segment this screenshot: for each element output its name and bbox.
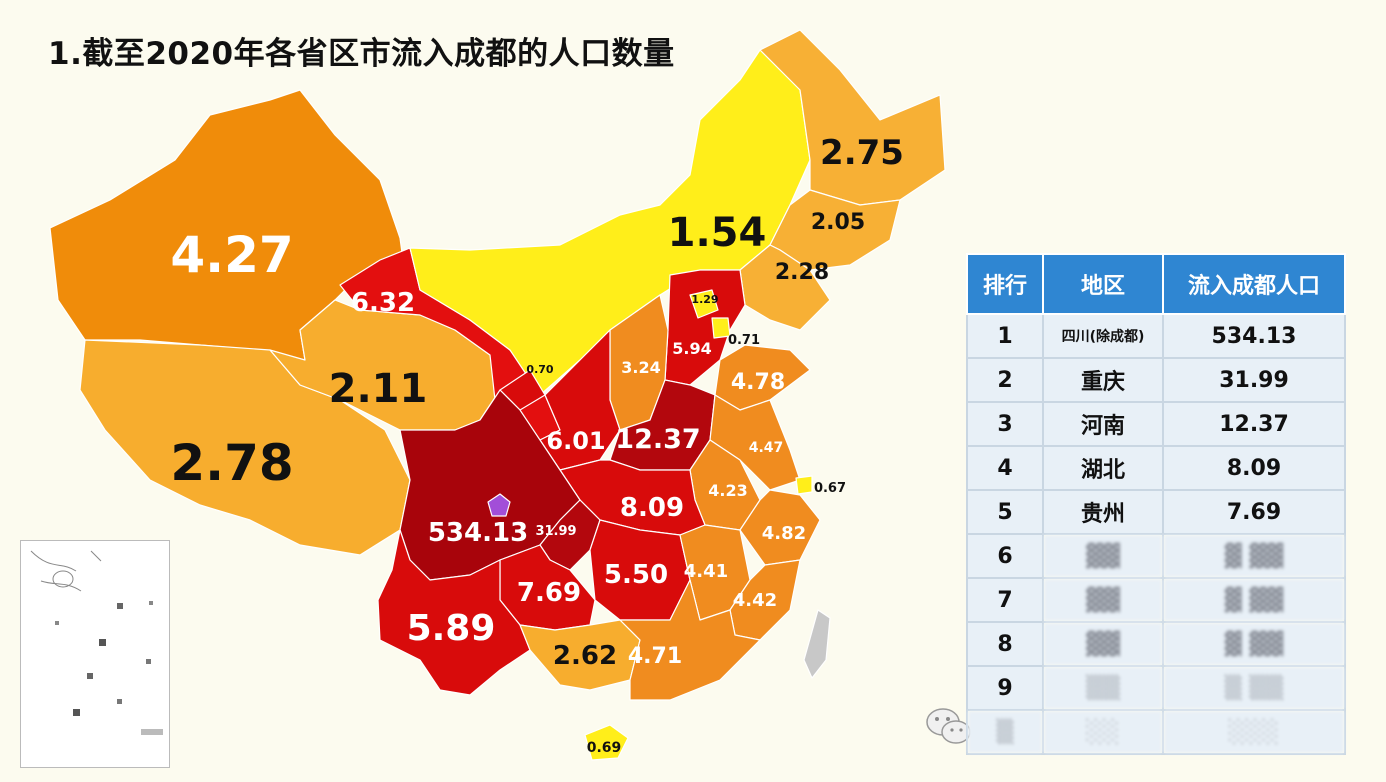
row-value: 12.37 [1162,401,1346,447]
row-rank: 5 [966,489,1044,535]
row-region-obscured: ▓▓ [1042,577,1164,623]
label-guizhou: 7.69 [517,578,581,608]
row-value-obscured: ▓ ▓▓ [1162,621,1346,667]
label-liaoning: 2.28 [775,260,829,285]
row-rank-obscured: ▒ [966,709,1044,755]
label-chongqing: 31.99 [535,524,576,539]
label-xinjiang: 4.27 [170,226,293,284]
label-shanxi: 3.24 [621,358,660,377]
row-value-obscured: ▒ ▒▒ [1162,665,1346,711]
label-shandong: 4.78 [731,370,785,395]
page-title: 1.截至2020年各省区市流入成都的人口数量 [48,36,675,72]
row-value-obscured: ░░░ [1162,709,1346,755]
label-jilin: 2.05 [811,210,865,235]
label-hainan: 0.69 [587,740,622,756]
row-region: 重庆 [1042,357,1164,403]
region-taiwan [803,609,831,679]
row-rank: 1 [966,313,1044,359]
table-row: 2 重庆 31.99 [966,357,1346,403]
row-value: 7.69 [1162,489,1346,535]
row-rank: 2 [966,357,1044,403]
row-region-obscured: ░░ [1042,709,1164,755]
label-hebei: 5.94 [672,339,711,358]
row-rank: 4 [966,445,1044,491]
table-row: ▒ ░░ ░░░ [966,709,1346,755]
label-fujian: 4.42 [733,590,777,611]
row-region: 贵州 [1042,489,1164,535]
row-rank: 6 [966,533,1044,579]
region-beijing [689,289,719,319]
row-region-obscured: ▒▒ [1042,665,1164,711]
wechat-icon [926,708,971,744]
table-row: 6 ▓▓ ▓ ▓▓ [966,533,1346,579]
label-hunan: 5.50 [604,560,668,590]
table-row: 8 ▓▓ ▓ ▓▓ [966,621,1346,667]
label-heilongjiang: 2.75 [820,133,904,173]
row-region: 湖北 [1042,445,1164,491]
region-tianjin [711,317,731,339]
label-yunnan: 5.89 [407,608,496,649]
row-region-obscured: ▓▓ [1042,621,1164,667]
label-tianjin: 0.71 [728,333,760,348]
region-shanghai [795,475,813,495]
region-guangdong [619,579,761,701]
label-henan: 12.37 [615,424,700,455]
label-guangxi: 2.62 [553,641,617,671]
row-value: 31.99 [1162,357,1346,403]
label-guangdong: 4.71 [628,644,682,669]
row-rank: 7 [966,577,1044,623]
table-row: 9 ▒▒ ▒ ▒▒ [966,665,1346,711]
label-beijing: 1.29 [691,293,718,306]
row-rank: 8 [966,621,1044,667]
table-row: 1 四川(除成都) 534.13 [966,313,1346,359]
label-tibet: 2.78 [170,434,293,492]
label-shaanxi: 6.01 [546,427,605,455]
table-row: 4 湖北 8.09 [966,445,1346,491]
row-rank: 3 [966,401,1044,447]
label-jiangsu: 4.47 [749,440,784,456]
region-liaoning [739,244,831,331]
label-anhui: 4.23 [708,481,747,500]
label-qinghai: 2.11 [329,366,428,412]
row-region-obscured: ▓▓ [1042,533,1164,579]
chengdu-marker [487,493,511,517]
region-heilongjiang [759,29,946,206]
table-row: 7 ▓▓ ▓ ▓▓ [966,577,1346,623]
label-inner-mongolia: 1.54 [668,210,767,256]
south-china-sea-inset [20,540,170,768]
table-row: 5 贵州 7.69 [966,489,1346,535]
row-region: 四川(除成都) [1042,313,1164,359]
row-rank: 9 [966,665,1044,711]
label-gansu: 6.32 [351,288,415,318]
region-shaanxi [539,329,621,471]
label-sichuan: 534.13 [428,518,528,548]
ranking-table: 排行 地区 流入成都人口 1 四川(除成都) 534.13 2 重庆 31.99… [966,253,1346,755]
row-value: 8.09 [1162,445,1346,491]
label-zhejiang: 4.82 [762,523,806,544]
row-value-obscured: ▓ ▓▓ [1162,533,1346,579]
row-value-obscured: ▓ ▓▓ [1162,577,1346,623]
header-region: 地区 [1042,253,1164,315]
row-region: 河南 [1042,401,1164,447]
header-rank: 排行 [966,253,1044,315]
label-jiangxi: 4.41 [684,561,728,582]
table-row: 3 河南 12.37 [966,401,1346,447]
label-ningxia: 0.70 [526,363,553,376]
region-yunnan [377,529,531,696]
header-value: 流入成都人口 [1162,253,1346,315]
label-hubei: 8.09 [620,493,684,523]
row-value: 534.13 [1162,313,1346,359]
label-shanghai: 0.67 [814,481,846,496]
region-hainan [584,724,629,761]
